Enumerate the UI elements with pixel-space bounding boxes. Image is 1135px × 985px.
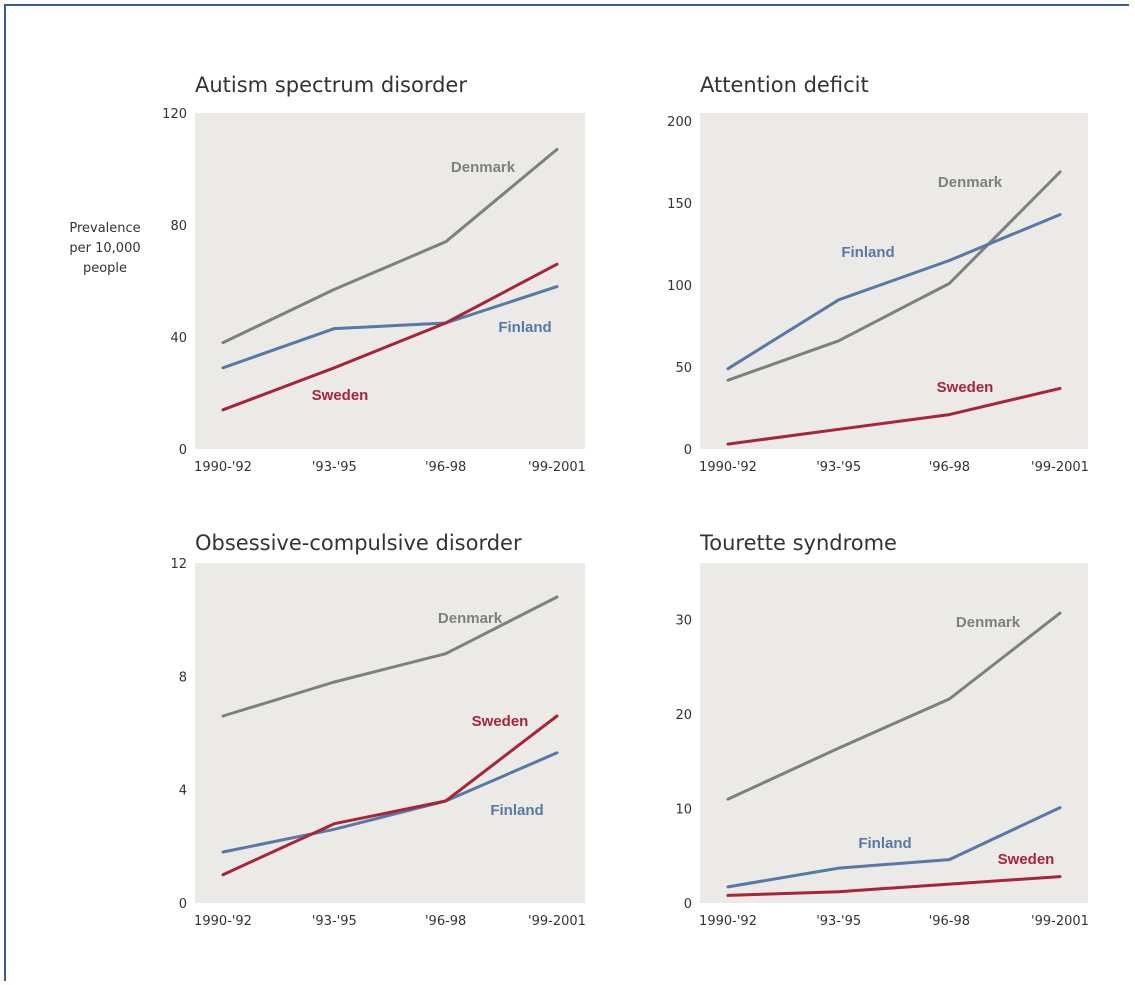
panel-title: Autism spectrum disorder — [195, 73, 467, 97]
x-tick-label: '93-'95 — [312, 460, 357, 475]
panel-4: Tourette syndrome 0 10 20 30 1990-'92 '93-'95 '… — [675, 531, 1088, 929]
series-label-denmark: Denmark — [451, 159, 516, 176]
series-line-finland — [221, 285, 559, 370]
series-label-finland: Finland — [841, 244, 894, 261]
y-tick-label: 80 — [170, 219, 187, 234]
x-tick-label: '93-'95 — [816, 460, 861, 475]
x-tick-label: '96-98 — [425, 460, 466, 475]
y-tick-label: 30 — [675, 614, 692, 629]
y-tick-label: 0 — [179, 897, 187, 912]
y-tick-label: 150 — [667, 197, 692, 212]
y-tick-label: 40 — [170, 331, 187, 346]
y-axis-label-line-2: per 10,000 — [69, 241, 140, 256]
x-tick-label: '93-'95 — [816, 914, 861, 929]
y-tick-label: 0 — [684, 443, 692, 458]
panel-title: Obsessive-compulsive disorder — [195, 531, 522, 555]
panel-1: Autism spectrum disorder 0 40 80 120 1990-'92… — [162, 73, 586, 475]
series-label-denmark: Denmark — [938, 174, 1003, 191]
y-tick-label: 12 — [170, 557, 187, 572]
panel-3: Obsessive-compulsive disorder 0 4 8 12 1990-'… — [170, 531, 585, 929]
x-tick-label: '99-2001 — [1031, 914, 1089, 929]
x-tick-label: '96-98 — [929, 914, 970, 929]
series-line-finland — [726, 213, 1062, 371]
series-label-sweden: Sweden — [312, 387, 369, 404]
x-tick-label: '93-'95 — [312, 914, 357, 929]
series-label-sweden: Sweden — [937, 379, 994, 396]
series-label-sweden: Sweden — [998, 851, 1055, 868]
plot-background — [195, 563, 585, 903]
series-line-finland — [726, 806, 1062, 889]
y-tick-label: 100 — [667, 279, 692, 294]
y-tick-label: 20 — [675, 708, 692, 723]
series-line-denmark — [726, 611, 1062, 801]
y-tick-label: 50 — [675, 361, 692, 376]
x-tick-label: '99-2001 — [528, 460, 586, 475]
series-line-denmark — [221, 147, 559, 345]
panel-2: Attention deficit 0 50 100 150 200 1990-'92 '93… — [667, 73, 1089, 475]
y-tick-label: 10 — [675, 803, 692, 818]
y-axis-label: Prevalence per 10,000 people — [69, 221, 140, 276]
plot-background — [700, 563, 1088, 903]
y-tick-label: 120 — [162, 107, 187, 122]
x-tick-label: '96-98 — [425, 914, 466, 929]
x-tick-label: '99-2001 — [528, 914, 586, 929]
series-line-denmark — [221, 595, 559, 718]
series-line-sweden — [726, 875, 1062, 897]
series-label-sweden: Sweden — [472, 713, 529, 730]
x-tick-label: 1990-'92 — [699, 914, 757, 929]
panel-title: Tourette syndrome — [699, 531, 897, 555]
series-line-finland — [221, 751, 559, 854]
y-tick-label: 0 — [684, 897, 692, 912]
series-label-finland: Finland — [858, 835, 911, 852]
x-tick-label: 1990-'92 — [699, 460, 757, 475]
y-tick-label: 4 — [179, 784, 187, 799]
series-line-denmark — [726, 170, 1062, 382]
x-tick-label: '99-2001 — [1031, 460, 1089, 475]
plot-background — [195, 113, 585, 449]
series-label-denmark: Denmark — [438, 610, 503, 627]
series-label-finland: Finland — [498, 319, 551, 336]
y-tick-label: 200 — [667, 115, 692, 130]
x-tick-label: '96-98 — [929, 460, 970, 475]
y-axis-label-line-1: Prevalence — [69, 221, 140, 236]
y-tick-label: 0 — [179, 443, 187, 458]
x-tick-label: 1990-'92 — [194, 460, 252, 475]
y-tick-label: 8 — [179, 670, 187, 685]
panel-title: Attention deficit — [700, 73, 869, 97]
series-line-sweden — [726, 386, 1062, 446]
y-axis-label-line-3: people — [83, 261, 127, 276]
series-label-denmark: Denmark — [956, 614, 1021, 631]
series-line-sweden — [221, 262, 559, 412]
series-label-finland: Finland — [490, 802, 543, 819]
series-line-sweden — [221, 714, 559, 877]
figure-frame — [4, 4, 1129, 981]
x-tick-label: 1990-'92 — [194, 914, 252, 929]
